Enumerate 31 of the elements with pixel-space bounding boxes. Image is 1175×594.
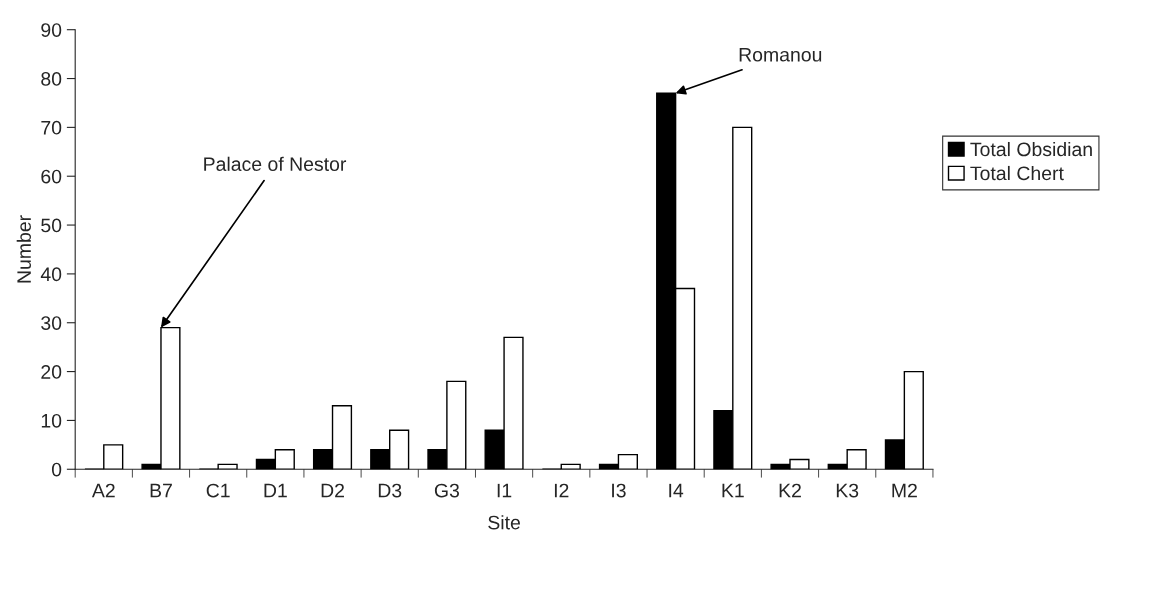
annotation: Palace of Nestor [204, 156, 347, 171]
x-tick-label: I3 [612, 483, 626, 498]
y-tick-label: 20 [41, 365, 62, 379]
y-tick-label: 70 [41, 120, 62, 135]
x-tick-label: I4 [669, 483, 684, 498]
legend-label: Total Obsidian [970, 141, 1092, 157]
x-tick-label: I1 [497, 483, 512, 498]
x-tick-label: K1 [722, 483, 744, 498]
y-tick-label: 10 [41, 413, 62, 428]
x-tick-label: D3 [378, 483, 402, 498]
y-axis-title: Number [16, 215, 31, 283]
x-tick-label: D1 [264, 483, 287, 498]
legend-label: Total Chert [970, 165, 1064, 181]
y-tick-label: 50 [41, 218, 62, 233]
x-tick-label: K2 [779, 483, 801, 498]
y-tick-label: 0 [51, 462, 62, 477]
x-axis-title: Site [488, 515, 520, 530]
x-tick-label: B7 [150, 483, 172, 498]
x-tick-label: G3 [434, 483, 460, 498]
y-tick-label: 40 [40, 267, 62, 282]
x-tick-label: K3 [836, 483, 859, 498]
x-tick-label: A2 [91, 483, 115, 498]
x-tick-label: C1 [206, 483, 230, 498]
y-tick-label: 80 [41, 72, 62, 86]
x-tick-label: M2 [892, 483, 917, 498]
y-tick-label: 30 [41, 316, 62, 330]
x-tick-label: D2 [321, 483, 344, 498]
x-tick-label: I2 [554, 483, 569, 498]
y-tick-label: 60 [41, 169, 62, 184]
y-tick-label: 90 [41, 23, 62, 37]
annotation: Romanou [739, 48, 822, 62]
